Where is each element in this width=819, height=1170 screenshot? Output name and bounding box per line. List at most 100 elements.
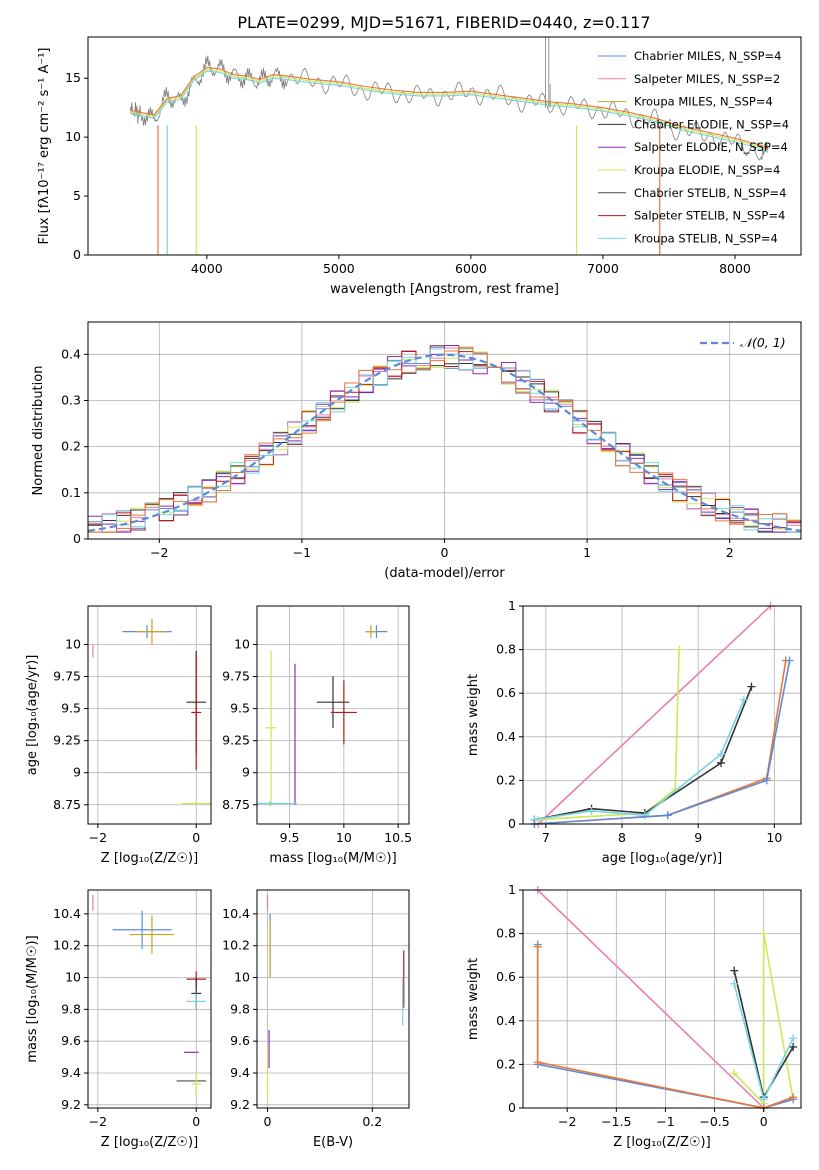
axes-frame	[256, 605, 410, 825]
y-tick-label: 9	[73, 765, 81, 780]
y-tick-label: 10.2	[53, 938, 81, 953]
x-tick-label: 0	[264, 1114, 272, 1129]
y-axis-label: Flux [fλ10⁻¹⁷ erg cm⁻² s⁻¹ A⁻¹]	[37, 48, 52, 245]
y-tick-label: 1	[508, 882, 516, 897]
y-tick-label: 1	[508, 598, 516, 613]
panel-mass-vs-Z: −2 0 9.2 9.4 9.6 9.8 10 10.2 10.4 Z [log₁₀(Z/Z☉)]…	[25, 889, 212, 1150]
y-tick-label: 0.8	[496, 926, 516, 941]
axes-frame	[87, 889, 212, 1109]
y-tick-label: 0.6	[496, 969, 516, 984]
y-tick-label: 9.2	[230, 1097, 250, 1112]
spectrum-model-line	[130, 67, 769, 150]
x-tick-label: −1	[293, 545, 311, 560]
x-tick-label: 9.5	[280, 830, 300, 845]
x-tick-label: 8000	[719, 261, 751, 276]
weight-marker	[587, 806, 596, 815]
x-tick-label: −2	[89, 830, 107, 845]
x-tick-label: −2	[558, 1114, 576, 1129]
y-tick-label: 5	[73, 188, 81, 203]
y-tick-label: 0.6	[496, 685, 516, 700]
x-axis-label: E(B-V)	[313, 1135, 353, 1150]
y-tick-label: 9.6	[61, 1033, 81, 1048]
weight-marker	[533, 1058, 542, 1067]
y-tick-label: 9.5	[230, 701, 250, 716]
weight-marker	[789, 1034, 798, 1043]
weight-marker	[785, 656, 794, 665]
y-tick-label: 0.4	[496, 1013, 516, 1028]
panel-spectrum: 4000 5000 6000 7000 8000 0 5 10 15 wavelength [An…	[37, 36, 802, 297]
y-tick-label: 9.25	[222, 733, 250, 748]
y-tick-label: 9.8	[230, 1001, 250, 1016]
y-tick-label: 0.3	[61, 392, 81, 407]
x-tick-label: 5000	[323, 261, 355, 276]
x-tick-label: −0.5	[699, 1114, 729, 1129]
weight-marker	[675, 645, 684, 654]
y-tick-label: 10.2	[222, 938, 250, 953]
weight-lines	[533, 886, 798, 1112]
panel-age-vs-mass: 9.5 10 10.5 8.75 9 9.25 9.5 9.75 10 mass [log₁₀(M…	[222, 605, 412, 866]
x-tick-label: −1.5	[601, 1114, 631, 1129]
legend-label: Kroupa STELIB, N_SSP=4	[634, 231, 778, 245]
plot-area	[88, 37, 801, 255]
panel-residuals: −2 −1 0 1 2 0 0.1 0.2 0.3 0.4 (data-model)/error No…	[31, 321, 802, 581]
y-tick-label: 10	[65, 970, 81, 985]
y-tick-label: 0.2	[496, 772, 516, 787]
error-bars	[257, 625, 388, 807]
legend-label: Kroupa ELODIE, N_SSP=4	[634, 163, 780, 177]
y-tick-label: 9.6	[230, 1033, 250, 1048]
y-tick-label: 9.2	[61, 1097, 81, 1112]
y-tick-label: 0.4	[496, 729, 516, 744]
panel-weight-vs-Z: −2 −1.5 −1 −0.5 0 0 0.2 0.4 0.6 0.8 1 Z [log₁₀(Z/Z☉…	[466, 882, 802, 1150]
y-tick-label: 0	[73, 247, 81, 262]
weight-marker	[533, 942, 542, 951]
x-axis-label: age [log₁₀(age/yr)]	[602, 851, 723, 866]
weight-marker	[759, 1095, 768, 1104]
y-axis-label: Normed distribution	[31, 366, 46, 496]
x-tick-label: 10	[336, 830, 352, 845]
y-tick-label: 9.5	[61, 701, 81, 716]
x-tick-label: −2	[89, 1114, 107, 1129]
x-tick-label: 7	[542, 830, 550, 845]
figure-title: PLATE=0299, MJD=51671, FIBERID=0440, z=0…	[237, 13, 650, 32]
y-tick-label: 15	[65, 70, 81, 85]
panel-weight-vs-age: 7 8 9 10 0 0.2 0.4 0.6 0.8 1 age [log₁₀(age/yr)] ma…	[466, 598, 802, 866]
x-tick-label: 8	[618, 830, 626, 845]
y-tick-label: 8.75	[53, 797, 81, 812]
normal-curve	[88, 353, 801, 532]
y-tick-label: 0.1	[61, 485, 81, 500]
x-tick-label: 0	[192, 830, 200, 845]
y-tick-label: 0.2	[61, 439, 81, 454]
y-tick-label: 10	[234, 636, 250, 651]
x-tick-label: 10	[766, 830, 782, 845]
axes-frame	[87, 605, 212, 825]
y-tick-label: 9.25	[53, 733, 81, 748]
legend-label: 𝒩(0, 1)	[740, 335, 786, 350]
x-tick-label: 7000	[587, 261, 619, 276]
error-bars	[266, 894, 405, 1102]
plot-area	[523, 606, 801, 824]
x-tick-label: 1	[583, 545, 591, 560]
panel-mass-vs-EBV: 0 0.2 9.2 9.4 9.6 9.8 10 10.2 10.4 E(B-V)	[222, 889, 410, 1150]
x-tick-label: 0.2	[362, 1114, 382, 1129]
y-tick-label: 10	[65, 129, 81, 144]
y-axis-label: mass [log₁₀(M/M☉)]	[25, 935, 40, 1062]
y-axis-label: mass weight	[466, 674, 481, 756]
weight-marker	[759, 929, 768, 938]
weight-line	[538, 649, 680, 821]
x-tick-label: −1	[656, 1114, 674, 1129]
y-tick-label: 9.4	[61, 1065, 81, 1080]
weight-marker	[640, 811, 649, 820]
legend: 𝒩(0, 1)	[700, 335, 786, 350]
weight-line	[534, 660, 791, 825]
y-axis-label: age [log₁₀(age/yr)]	[25, 655, 40, 776]
y-tick-label: 9.75	[53, 669, 81, 684]
axes-frame	[522, 889, 802, 1109]
y-tick-label: 0.8	[496, 642, 516, 657]
error-bars	[92, 618, 211, 807]
y-axis-label: mass weight	[466, 958, 481, 1040]
weight-marker	[730, 1069, 739, 1078]
legend-label: Chabrier STELIB, N_SSP=4	[634, 186, 786, 200]
weight-marker	[747, 682, 756, 691]
y-tick-label: 0.4	[61, 346, 81, 361]
x-tick-label: 0	[760, 1114, 768, 1129]
